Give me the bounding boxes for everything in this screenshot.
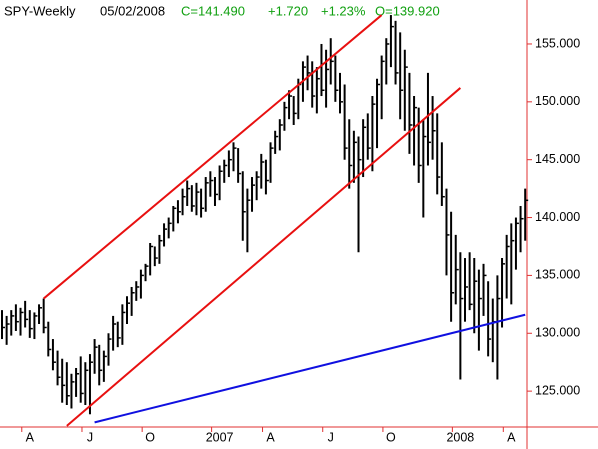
trendline (94, 313, 526, 424)
x-tick-label: 2007 (206, 430, 234, 444)
y-tick-label: 140.000 (535, 210, 580, 224)
symbol: SPY-Weekly (4, 3, 76, 18)
x-tick-label: A (507, 430, 516, 444)
y-tick-label: 130.000 (535, 326, 580, 340)
x-tick-label: A (26, 430, 35, 444)
open-quote: O=139.920 (375, 3, 440, 18)
trendline (66, 87, 462, 427)
change: +1.720 (268, 3, 308, 18)
x-tick-label: 2008 (446, 430, 474, 444)
x-tick-label: O (386, 430, 396, 444)
date: 05/02/2008 (100, 3, 165, 18)
change-pct: +1.23% (321, 3, 366, 18)
y-tick-label: 135.000 (535, 268, 580, 282)
close-quote: C=141.490 (181, 3, 245, 18)
y-tick-label: 125.000 (535, 383, 580, 397)
x-tick-label: A (266, 430, 275, 444)
x-tick-label: O (145, 430, 155, 444)
trendline (43, 14, 383, 300)
x-tick-label: J (87, 430, 93, 444)
y-tick-label: 155.000 (535, 36, 580, 50)
y-tick-label: 150.000 (535, 94, 580, 108)
x-tick-label: J (328, 430, 334, 444)
y-tick-label: 145.000 (535, 152, 580, 166)
